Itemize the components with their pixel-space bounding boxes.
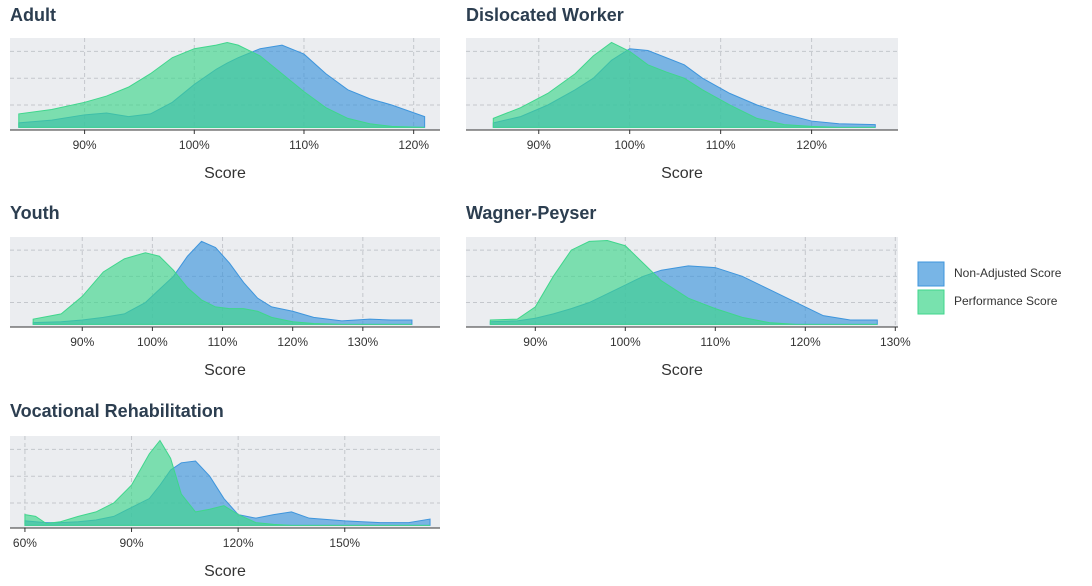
- panel-title: Wagner-Peyser: [466, 203, 596, 223]
- x-tick-label: 110%: [208, 335, 238, 349]
- x-axis-label: Score: [661, 165, 703, 182]
- x-tick-label: 60%: [13, 536, 37, 550]
- density-area: [24, 439, 431, 526]
- density-area: [489, 239, 878, 325]
- x-tick-label: 120%: [790, 335, 821, 349]
- x-axis-label: Score: [661, 362, 703, 379]
- legend-label: Non-Adjusted Score: [954, 266, 1062, 280]
- x-tick-label: 120%: [277, 335, 308, 349]
- legend-swatch: [917, 261, 945, 287]
- panel-title: Vocational Rehabilitation: [10, 401, 224, 421]
- x-tick-label: 120%: [398, 138, 429, 152]
- x-axis-label: Score: [204, 165, 246, 182]
- x-tick-label: 130%: [880, 335, 911, 349]
- panel-title: Dislocated Worker: [466, 5, 624, 25]
- x-tick-label: 150%: [329, 536, 360, 550]
- panel-title: Adult: [10, 5, 56, 25]
- x-tick-label: 90%: [70, 335, 94, 349]
- x-tick-label: 90%: [523, 335, 547, 349]
- x-tick-label: 90%: [120, 536, 144, 550]
- x-tick-label: 110%: [706, 138, 736, 152]
- x-tick-label: 130%: [347, 335, 378, 349]
- x-tick-label: 120%: [796, 138, 827, 152]
- x-tick-label: 100%: [614, 138, 645, 152]
- x-tick-label: 110%: [289, 138, 319, 152]
- density-area: [32, 252, 412, 325]
- density-area: [18, 41, 425, 128]
- x-tick-label: 100%: [179, 138, 210, 152]
- x-tick-label: 90%: [527, 138, 551, 152]
- x-tick-label: 120%: [223, 536, 254, 550]
- legend-swatch: [917, 289, 945, 315]
- x-axis-label: Score: [204, 362, 246, 379]
- x-axis-label: Score: [204, 563, 246, 580]
- x-tick-label: 100%: [137, 335, 168, 349]
- x-tick-label: 110%: [700, 335, 730, 349]
- density-area: [492, 41, 876, 128]
- panel-title: Youth: [10, 203, 60, 223]
- x-tick-label: 90%: [73, 138, 97, 152]
- x-tick-label: 100%: [610, 335, 641, 349]
- legend-label: Performance Score: [954, 294, 1058, 308]
